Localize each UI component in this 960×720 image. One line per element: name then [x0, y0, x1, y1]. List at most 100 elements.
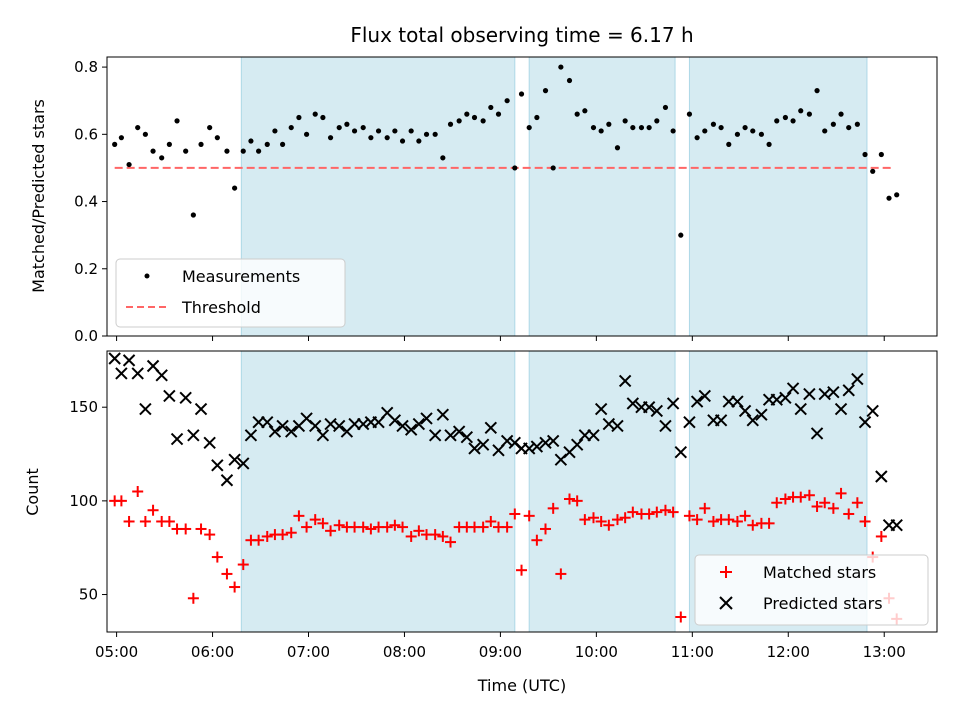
matched-star-point — [659, 504, 671, 516]
measurement-point — [606, 121, 612, 127]
measurement-point — [670, 128, 676, 134]
matched-star-point — [237, 559, 249, 571]
observing-band-1 — [240, 350, 516, 633]
measurement-point — [296, 114, 302, 121]
measurement-point — [312, 111, 318, 117]
matched-star-point — [579, 514, 591, 526]
matched-star-point — [221, 568, 233, 580]
measurement-point — [423, 131, 430, 137]
plot-frame — [106, 56, 938, 337]
predicted-star-point — [428, 429, 442, 442]
measurement-point — [126, 161, 132, 168]
matched-star-point — [397, 521, 409, 533]
measurement-point — [646, 124, 652, 131]
measurement-point — [166, 141, 172, 147]
y-tick-label: 0.8 — [74, 58, 98, 76]
matched-star-point — [211, 551, 223, 563]
legend-label-predicted: Predicted stars — [763, 594, 883, 613]
matched-star-point — [139, 515, 151, 527]
predicted-star-point — [875, 470, 888, 483]
x-tick-label: 12:00 — [767, 643, 810, 661]
matched-star-point — [859, 515, 871, 527]
matched-star-point — [683, 510, 695, 522]
measurement-point — [135, 124, 141, 131]
predicted-star-point — [228, 453, 241, 466]
predicted-star-point — [746, 414, 759, 427]
matched-star-point — [405, 530, 417, 542]
y-tick-label: 0.6 — [74, 125, 98, 143]
matched-star-point — [555, 568, 567, 580]
measurement-point — [174, 118, 180, 124]
measurement-point — [550, 165, 556, 171]
matched-star-point — [875, 530, 887, 542]
y-tick-label: 0.4 — [74, 193, 98, 211]
measurement-point — [504, 98, 510, 104]
predicted-star-point — [842, 384, 855, 397]
predicted-star-point — [388, 414, 402, 427]
measurement-point — [878, 151, 884, 158]
matched-star-point — [333, 519, 345, 531]
measurement-point — [518, 91, 525, 97]
measurement-point — [894, 192, 900, 198]
predicted-star-point — [444, 429, 457, 442]
measurement-point — [288, 124, 294, 131]
predicted-star-point — [179, 391, 192, 405]
measurement-point — [375, 128, 382, 134]
observing-band-3 — [688, 56, 868, 337]
predicted-star-point — [587, 429, 600, 442]
matched-star-point — [523, 510, 535, 522]
matched-star-point — [253, 534, 265, 546]
predicted-star-point — [611, 419, 624, 433]
matched-star-point — [763, 517, 775, 529]
matched-star-point — [747, 519, 759, 531]
measurement-point — [822, 128, 828, 134]
y-tick-label: 100 — [69, 492, 98, 510]
matched-star-point — [723, 514, 735, 526]
matched-star-point — [516, 564, 528, 576]
measurement-point — [590, 124, 597, 131]
predicted-star-point — [683, 415, 696, 429]
measurement-point — [758, 131, 765, 137]
measurement-point — [814, 88, 820, 94]
predicted-star-point — [333, 419, 346, 433]
measurement-points — [112, 64, 900, 238]
measurement-point — [495, 111, 502, 117]
measurement-point — [790, 118, 796, 124]
matched-star-point — [819, 497, 831, 509]
predicted-star-point — [698, 389, 711, 403]
measurement-point — [303, 131, 310, 137]
matched-star-point — [643, 508, 655, 520]
x-tick-label: 13:00 — [863, 643, 906, 661]
measurement-point — [686, 111, 693, 117]
measurement-point — [360, 124, 366, 131]
measurement-point — [279, 141, 286, 147]
x-tick-label: 05:00 — [95, 643, 138, 661]
matched-star-point — [277, 529, 289, 541]
measurement-point — [464, 111, 470, 117]
measurement-point — [662, 104, 669, 111]
measurement-point — [416, 138, 422, 144]
matched-star-point — [739, 510, 751, 522]
measurement-point — [368, 135, 374, 141]
measurement-point — [351, 128, 358, 134]
observing-band-2 — [528, 56, 676, 337]
x-tick-label: 07:00 — [287, 643, 330, 661]
predicted-star-point — [858, 415, 872, 429]
predicted-star-point — [115, 367, 128, 380]
matched-star-point — [195, 523, 207, 535]
measurement-point — [694, 135, 700, 141]
matched-star-point — [827, 502, 839, 514]
predicted-star-point — [122, 354, 136, 367]
measurement-point — [432, 131, 438, 137]
observing-band-2 — [528, 350, 676, 633]
predicted-star-point — [476, 438, 490, 451]
legend: Measurements Threshold — [115, 258, 346, 328]
measurement-point — [224, 148, 230, 154]
legend-label-measurements: Measurements — [182, 267, 300, 286]
measurement-point — [232, 185, 238, 191]
measurement-point — [183, 148, 189, 154]
predicted-star-point — [803, 387, 816, 401]
measurement-point — [598, 128, 604, 134]
measurement-point — [678, 232, 684, 238]
matched-star-point — [731, 515, 743, 527]
